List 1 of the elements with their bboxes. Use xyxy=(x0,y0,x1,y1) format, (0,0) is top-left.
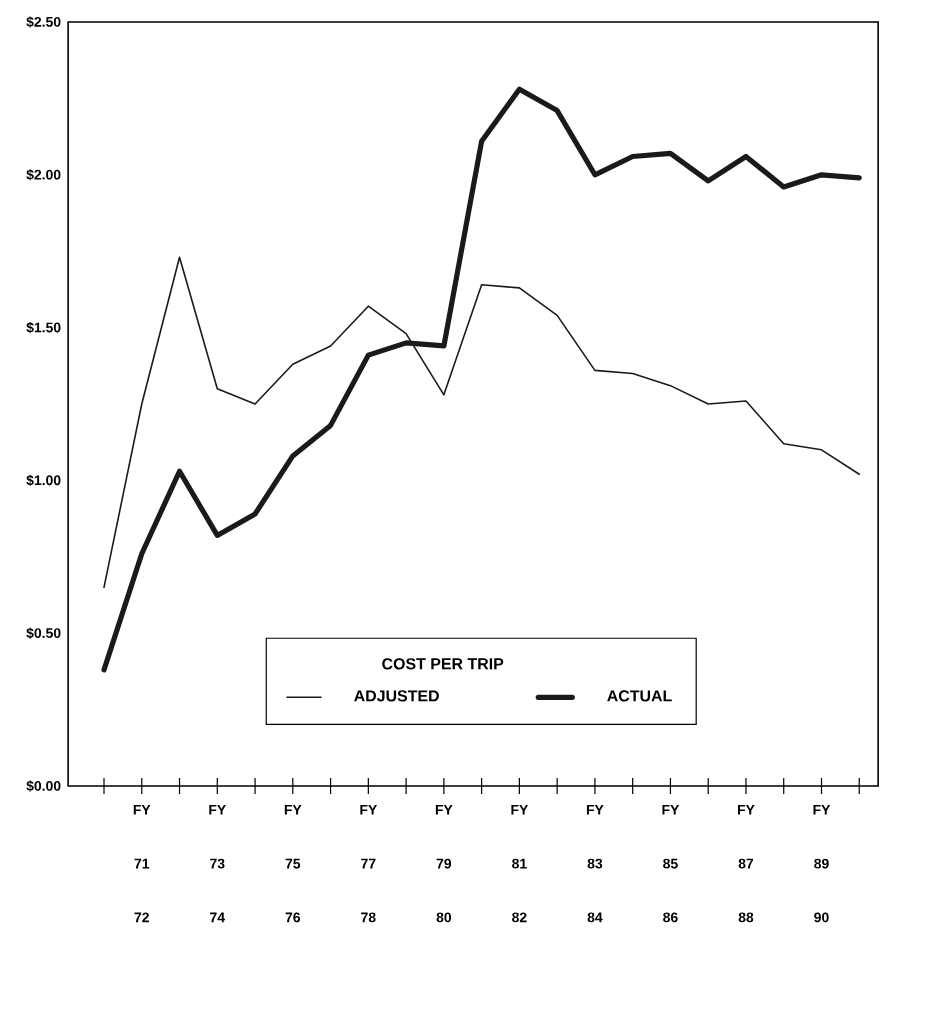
line-series xyxy=(101,86,862,673)
